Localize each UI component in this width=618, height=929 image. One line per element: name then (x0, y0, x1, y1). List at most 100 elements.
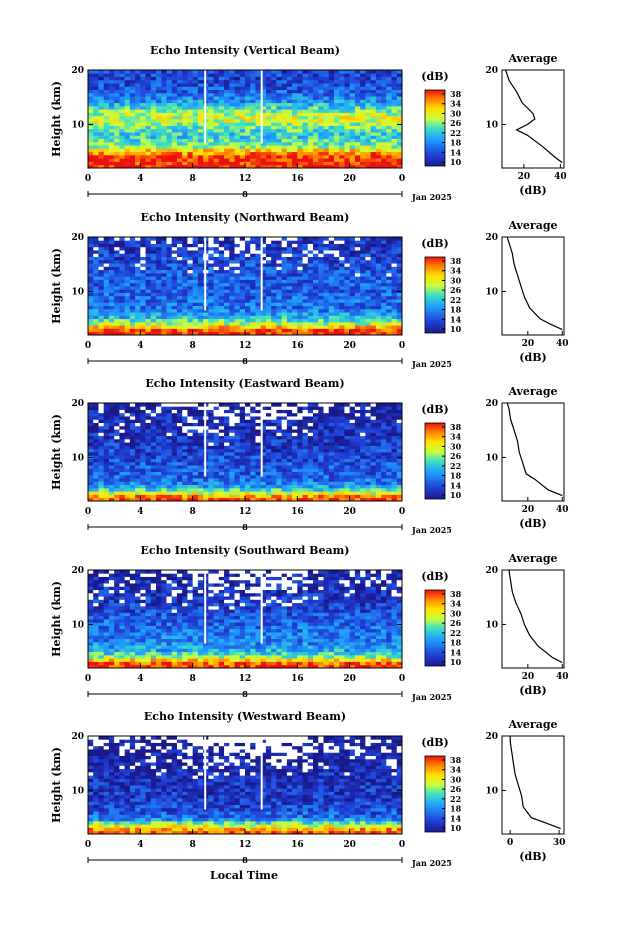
heatmap-cell (360, 96, 366, 100)
heatmap-cell (93, 148, 99, 153)
heatmap-cell (150, 315, 157, 320)
heatmap-cell (229, 471, 235, 476)
heatmap-cell (239, 315, 246, 320)
heatmap-cell (391, 86, 398, 90)
heatmap-cell (234, 279, 241, 284)
y-tick-label: 10 (71, 120, 84, 130)
heatmap-cell (208, 448, 214, 453)
heatmap-cell (245, 250, 251, 254)
heatmap-cell (208, 73, 214, 77)
heatmap-cell (349, 92, 356, 97)
heatmap-cell (192, 109, 199, 113)
heatmap-cell (192, 484, 199, 489)
heatmap-cell (375, 240, 382, 244)
heatmap-cell (391, 299, 398, 303)
heatmap-cell (245, 422, 251, 427)
heatmap-cell (197, 292, 204, 297)
heatmap-cell (234, 128, 241, 133)
heatmap-cell (339, 272, 345, 277)
heatmap-cell (176, 128, 183, 133)
heatmap-cell (260, 461, 267, 466)
heatmap-cell (292, 86, 298, 90)
heatmap-cell (156, 109, 162, 113)
heatmap-cell (255, 425, 262, 430)
heatmap-cell (286, 119, 293, 123)
heatmap-cell (370, 122, 377, 126)
heatmap-cell (286, 89, 293, 94)
heatmap-cell (197, 321, 204, 326)
heatmap-cell (88, 99, 94, 104)
heatmap-cell (156, 299, 162, 303)
heatmap-cell (171, 432, 178, 437)
heatmap-cell (93, 442, 99, 446)
heatmap-cell (281, 286, 288, 290)
heatmap-cell (129, 272, 136, 277)
heatmap-cell (224, 119, 230, 123)
heatmap-cell (213, 145, 220, 149)
heatmap-cell (93, 250, 99, 254)
heatmap-cell (255, 442, 262, 446)
heatmap-cell (103, 419, 110, 423)
heatmap-cell (318, 282, 324, 287)
heatmap-cell (108, 452, 115, 456)
heatmap-cell (391, 328, 398, 333)
heatmap-cell (213, 474, 220, 479)
heatmap-cell (197, 295, 204, 300)
heatmap-cell (323, 148, 330, 153)
heatmap-cell (339, 276, 345, 280)
heatmap-cell (286, 276, 293, 280)
heatmap-cell (119, 409, 126, 414)
heatmap-cell (192, 438, 199, 443)
heatmap-cell (229, 312, 235, 316)
heatmap-cell (98, 484, 105, 489)
heatmap-cell (192, 259, 199, 264)
heatmap-cell (365, 164, 371, 169)
heatmap-cell (98, 474, 105, 479)
heatmap-cell (318, 237, 324, 241)
heatmap-cell (281, 119, 288, 123)
heatmap-cell (129, 312, 136, 316)
heatmap-cell (250, 83, 256, 87)
heatmap-cell (375, 109, 382, 113)
heatmap-cell (98, 282, 105, 287)
heatmap-cell (171, 263, 178, 267)
heatmap-cell (218, 79, 225, 84)
heatmap-cell (166, 96, 173, 100)
heatmap-cell (135, 92, 141, 97)
heatmap-cell (292, 286, 298, 290)
heatmap-cell (381, 266, 387, 271)
heatmap-cell (182, 448, 188, 453)
heatmap-cell (176, 318, 183, 323)
heatmap-cell (166, 331, 173, 336)
heatmap-cell (375, 237, 382, 241)
heatmap-cell (124, 292, 131, 297)
heatmap-cell (250, 412, 256, 417)
heatmap-cell (114, 259, 120, 264)
heatmap-cell (135, 318, 141, 323)
heatmap-cell (250, 141, 256, 146)
heatmap-cell (197, 125, 204, 130)
heatmap-cell (145, 141, 152, 146)
heatmap-cell (213, 481, 220, 486)
heatmap-cell (307, 115, 314, 120)
heatmap-cell (140, 299, 146, 303)
heatmap-cell (313, 141, 319, 146)
heatmap-cell (108, 102, 115, 107)
heatmap-cell (213, 497, 220, 502)
heatmap-cell (208, 312, 214, 316)
heatmap-cell (182, 135, 188, 139)
heatmap-cell (255, 494, 262, 499)
heatmap-cell (203, 161, 209, 166)
heatmap-cell (140, 276, 146, 280)
heatmap-cell (140, 432, 146, 437)
heatmap-cell (286, 448, 293, 453)
heatmap-cell (292, 112, 298, 117)
heatmap-cell (129, 422, 136, 427)
heatmap-cell (292, 403, 298, 407)
heatmap-cell (370, 325, 377, 329)
heatmap-cell (250, 292, 256, 297)
heatmap-cell (150, 96, 157, 100)
heatmap-cell (93, 468, 99, 472)
heatmap-cell (187, 132, 194, 136)
heatmap-cell (114, 89, 120, 94)
